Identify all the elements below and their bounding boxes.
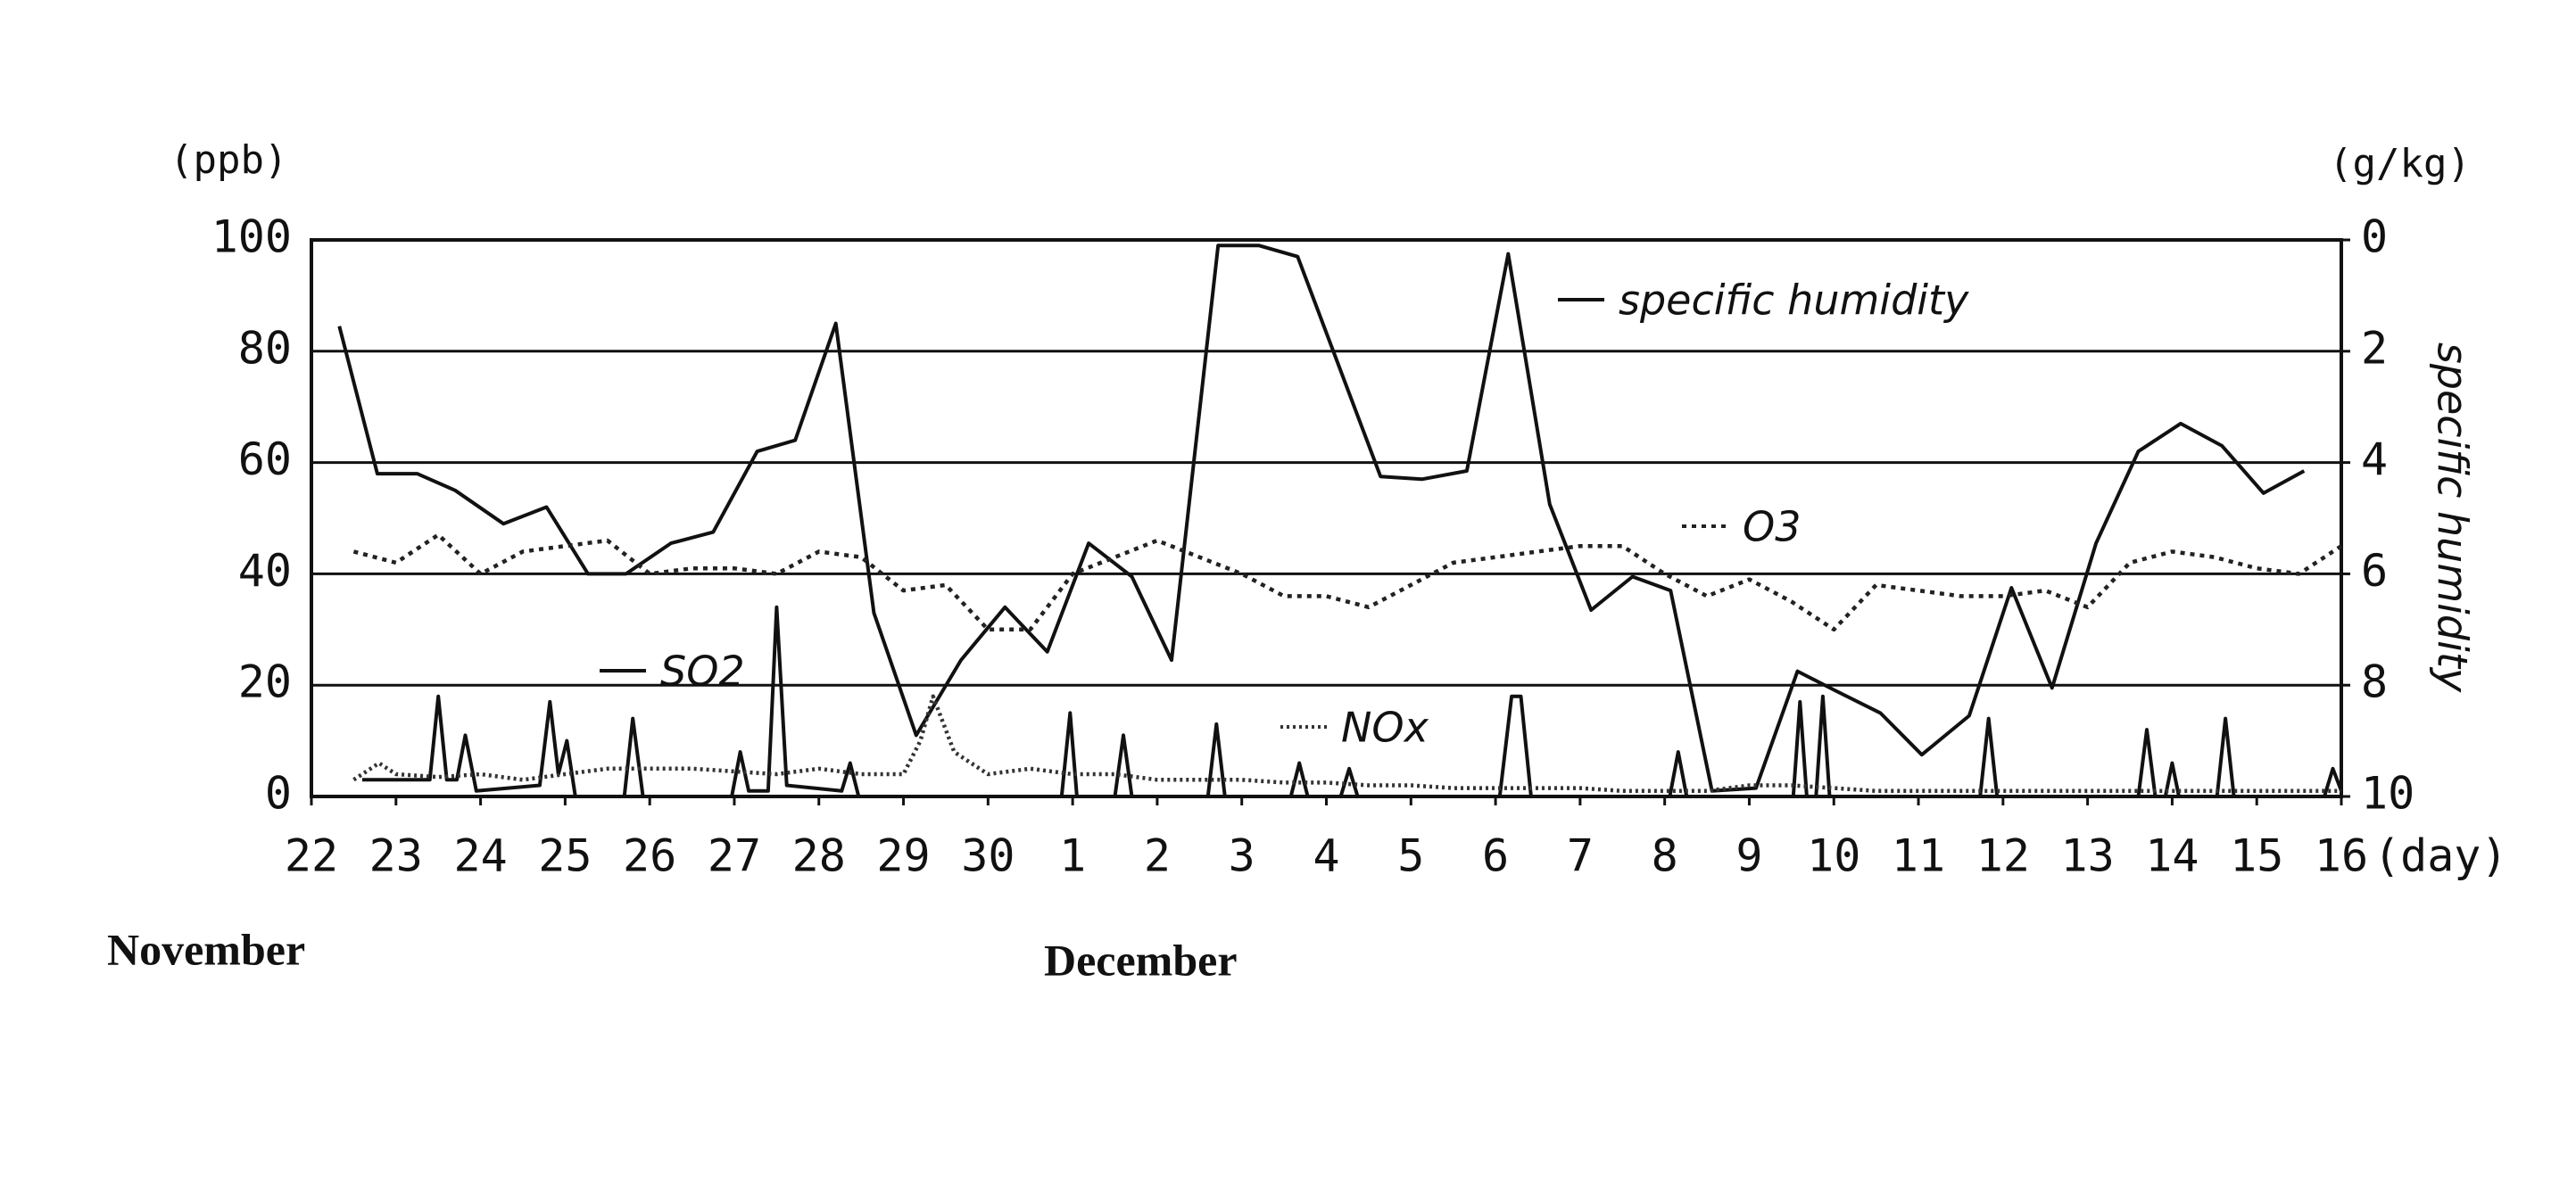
x-tick-label: 8 [1652, 830, 1678, 882]
x-tick-label: 3 [1229, 830, 1255, 882]
series-line [352, 694, 2341, 794]
x-tick-label: 30 [961, 830, 1015, 882]
x-tick-label: 5 [1397, 830, 1424, 882]
x-tick-label: 2 [1144, 830, 1171, 882]
x-tick-label: 4 [1313, 830, 1339, 882]
x-tick-label: 26 [623, 830, 676, 882]
y-tick-label: 20 [238, 656, 292, 708]
y2-unit: (g/kg) [2329, 141, 2471, 186]
x-tick-label: 28 [792, 830, 846, 882]
x-tick-label: 23 [369, 830, 423, 882]
x-tick-label: 15 [2230, 830, 2283, 882]
legend-label: O3 [1743, 503, 1801, 551]
x-tick-label: 16 [2315, 830, 2368, 882]
y-tick-label: 100 [211, 211, 292, 263]
x-tick-label: 27 [708, 830, 761, 882]
x-tick-label: 24 [453, 830, 507, 882]
x-tick-label: 1 [1059, 830, 1086, 882]
legend-label: specific humidity [1619, 276, 1969, 325]
y2-tick-label: 6 [2361, 545, 2388, 597]
month-label: November [107, 924, 305, 974]
series-line [352, 532, 2343, 632]
x-tick-label: 9 [1735, 830, 1762, 882]
series-line [337, 243, 2306, 793]
legend-label: NOx [1341, 704, 1429, 752]
y-tick-label: 60 [238, 433, 292, 485]
y2-tick-label: 4 [2361, 433, 2388, 485]
series-line [361, 605, 2343, 798]
x-tick-label: 13 [2061, 830, 2115, 882]
y-tick-label: 40 [238, 545, 292, 597]
y2-axis-title: specific humidity [2429, 342, 2477, 693]
y-unit: (ppb) [170, 137, 287, 183]
x-tick-label: 12 [1976, 830, 2030, 882]
plot-frame [310, 238, 2343, 798]
x-tick-label: 7 [1567, 830, 1594, 882]
y-tick-label: 80 [238, 322, 292, 374]
x-tick-label: 25 [538, 830, 592, 882]
month-label: December [1044, 935, 1238, 985]
y2-tick-label: 0 [2361, 211, 2388, 263]
x-tick-label: 22 [285, 830, 338, 882]
x-tick-label: 6 [1482, 830, 1509, 882]
y2-tick-label: 2 [2361, 322, 2388, 374]
y-tick-label: 0 [265, 768, 292, 820]
x-tick-label: 14 [2145, 830, 2199, 882]
x-axis-title: (day) [2373, 830, 2508, 882]
y2-tick-label: 8 [2361, 656, 2388, 708]
legend-label: SO2 [660, 648, 745, 696]
y2-tick-label: 10 [2361, 768, 2414, 820]
x-tick-label: 10 [1807, 830, 1860, 882]
x-tick-label: 11 [1892, 830, 1945, 882]
x-tick-label: 29 [876, 830, 930, 882]
